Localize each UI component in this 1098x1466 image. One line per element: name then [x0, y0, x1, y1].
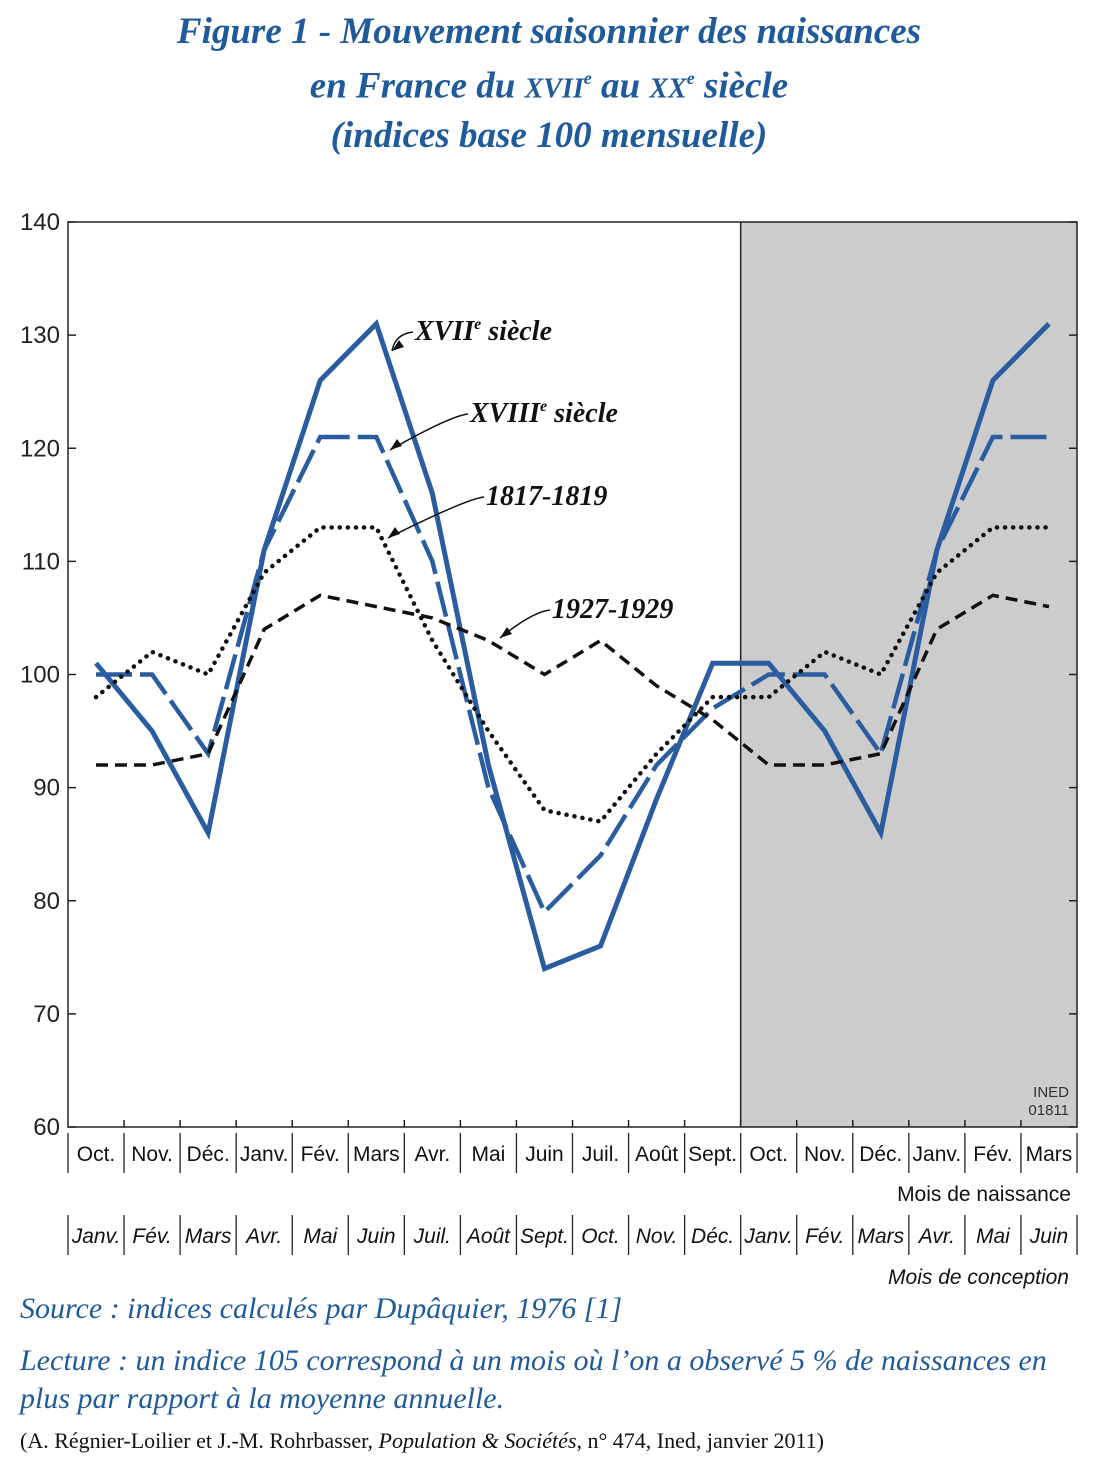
y-tick-label: 140	[20, 209, 60, 236]
shaded-region	[740, 222, 1077, 1127]
naissance-label: Avr.	[414, 1143, 450, 1166]
conception-label: Avr.	[244, 1225, 282, 1248]
naissance-label: Fév.	[973, 1143, 1012, 1166]
conception-label: Mars	[185, 1225, 232, 1248]
naissance-label: Déc.	[187, 1143, 230, 1166]
y-tick-label: 130	[20, 322, 60, 349]
annotation-leader	[389, 413, 469, 451]
credit-line: (A. Régnier-Loilier et J.-M. Rohrbasser,…	[20, 1428, 824, 1453]
annotation-arrowhead	[392, 340, 404, 351]
title-line-1: Figure 1 - Mouvement saisonnier des nais…	[176, 11, 922, 52]
conception-label: Août	[465, 1225, 511, 1248]
conception-label: Janv.	[743, 1225, 793, 1248]
naissance-label: Oct.	[749, 1143, 788, 1166]
source-caption: Source : indices calculés par Dupâquier,…	[20, 1292, 623, 1325]
seasonal-births-chart: 60 70 80 90 100 110 120 130 140 XVIIe siècle XVIII…	[20, 209, 1078, 1289]
conception-label: Nov.	[636, 1225, 678, 1248]
annotation-arrowhead	[390, 439, 402, 450]
naissance-label: Janv.	[240, 1143, 289, 1166]
conception-label: Mai	[976, 1225, 1011, 1248]
naissance-label: Mars	[1026, 1143, 1073, 1166]
conception-label: Oct.	[581, 1225, 620, 1248]
y-tick-label: 90	[33, 775, 60, 802]
conception-label: Janv.	[71, 1225, 121, 1248]
conception-label: Juin	[1029, 1225, 1069, 1248]
naissance-label: Oct.	[77, 1143, 116, 1166]
conception-label: Mars	[857, 1225, 904, 1248]
lecture-caption: Lecture : un indice 105 correspond à un …	[20, 1344, 1047, 1415]
conception-axis-title: Mois de conception	[888, 1266, 1069, 1289]
y-tick-label: 110	[22, 548, 60, 575]
conception-label: Déc.	[691, 1225, 734, 1248]
y-tick-label: 80	[33, 888, 60, 915]
naissance-label: Déc.	[859, 1143, 902, 1166]
y-tick-label: 100	[20, 662, 60, 689]
conception-label: Mai	[303, 1225, 338, 1248]
series-line	[94, 319, 1051, 972]
series-label: XVIIe siècle	[414, 316, 552, 347]
conception-label: Avr.	[917, 1225, 955, 1248]
naissance-label: Juin	[525, 1143, 564, 1166]
conception-label: Fév.	[805, 1225, 844, 1248]
conception-label: Juil.	[413, 1225, 451, 1248]
conception-label: Juin	[356, 1225, 396, 1248]
title-line-3: (indices base 100 mensuelle)	[330, 115, 768, 157]
title-line-2: en France du XVIIe au XXe siècle	[309, 65, 789, 107]
conception-label: Fév.	[132, 1225, 171, 1248]
series-label: 1817-1819	[486, 481, 607, 512]
watermark-code: 01811	[1028, 1102, 1069, 1119]
naissance-label: Nov.	[131, 1143, 173, 1166]
naissance-label: Mai	[471, 1143, 505, 1166]
annotation-leader	[391, 331, 414, 352]
naissance-label: Mars	[353, 1143, 400, 1166]
annotation-arrowhead	[500, 627, 512, 638]
naissance-label: Fév.	[301, 1143, 340, 1166]
series-label: XVIIIe siècle	[469, 398, 618, 429]
y-tick-label: 120	[20, 435, 60, 462]
y-tick-label: 70	[33, 1001, 60, 1028]
naissance-label: Sept.	[688, 1143, 737, 1166]
naissance-label: Janv.	[913, 1143, 962, 1166]
series-line	[96, 434, 1049, 916]
y-tick-label: 60	[33, 1114, 60, 1141]
figure-title: Figure 1 - Mouvement saisonnier des nais…	[0, 8, 1098, 159]
annotation-leader	[387, 496, 485, 539]
naissance-label: Nov.	[804, 1143, 846, 1166]
watermark-ined: INED	[1033, 1084, 1069, 1101]
series-label: 1927-1929	[552, 594, 673, 625]
conception-label: Sept.	[520, 1225, 569, 1248]
series-line	[93, 525, 1052, 825]
naissance-axis-title: Mois de naissance	[897, 1183, 1071, 1206]
annotation-arrowhead	[388, 527, 400, 538]
naissance-label: Juil.	[582, 1143, 619, 1166]
naissance-label: Août	[635, 1143, 678, 1166]
